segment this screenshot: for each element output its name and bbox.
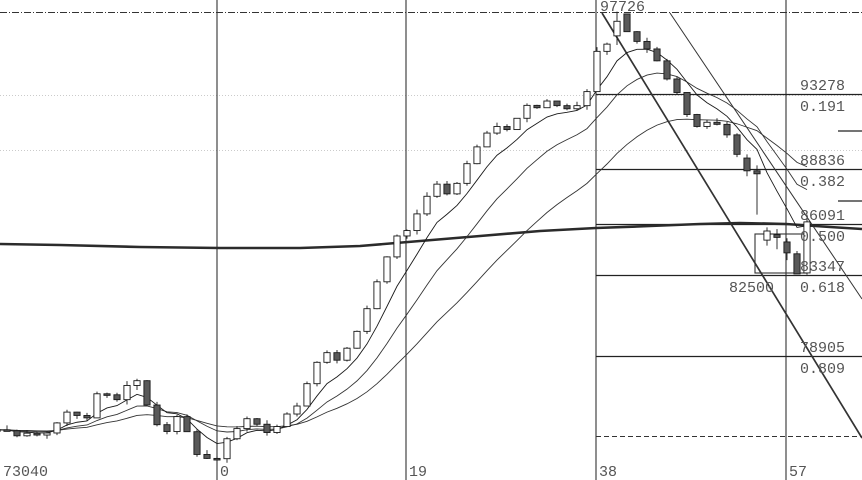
svg-text:0: 0 [220,464,229,480]
svg-text:0.809: 0.809 [800,361,845,378]
svg-text:38: 38 [599,464,617,480]
svg-text:0.618: 0.618 [800,280,845,297]
svg-text:19: 19 [409,464,427,480]
svg-text:57: 57 [789,464,807,480]
svg-text:93278: 93278 [800,78,845,95]
svg-text:82500: 82500 [729,280,774,297]
svg-text:73040: 73040 [3,464,48,480]
svg-text:97726: 97726 [600,0,645,16]
svg-text:0.382: 0.382 [800,174,845,191]
svg-text:78905: 78905 [800,340,845,357]
svg-text:86091: 86091 [800,208,845,225]
svg-text:88836: 88836 [800,153,845,170]
svg-text:0.500: 0.500 [800,229,845,246]
svg-text:0.191: 0.191 [800,99,845,116]
svg-text:83347: 83347 [800,259,845,276]
